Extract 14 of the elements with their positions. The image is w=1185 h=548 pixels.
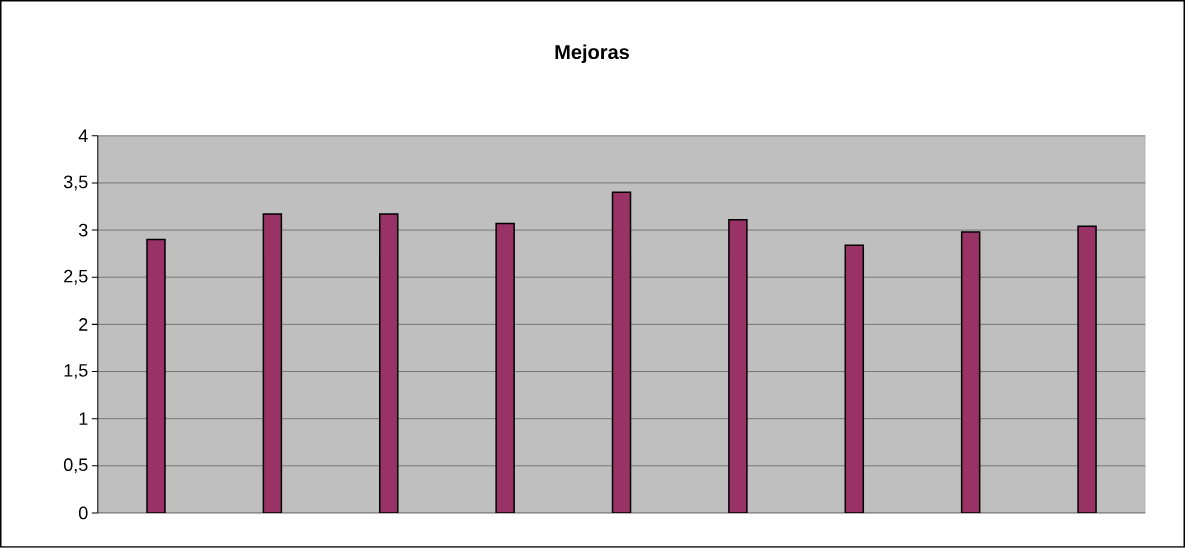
y-tick-label: 2,5 — [64, 269, 88, 285]
y-tick-label: 0 — [78, 506, 88, 520]
chart-title: Mejoras — [555, 44, 629, 64]
bar — [611, 191, 632, 514]
y-tick-label: 4 — [78, 129, 88, 143]
y-tick-label: 0,5 — [63, 458, 88, 474]
y-tick-label: 2 — [79, 318, 88, 331]
y-tick-label: 1,5 — [64, 364, 88, 380]
bar — [960, 231, 981, 514]
y-tick-label: 3 — [78, 223, 88, 237]
y-tick-label: 3,5 — [63, 175, 88, 191]
bar — [844, 244, 865, 514]
y-tick-label: 1 — [79, 412, 88, 425]
bar — [262, 213, 283, 514]
